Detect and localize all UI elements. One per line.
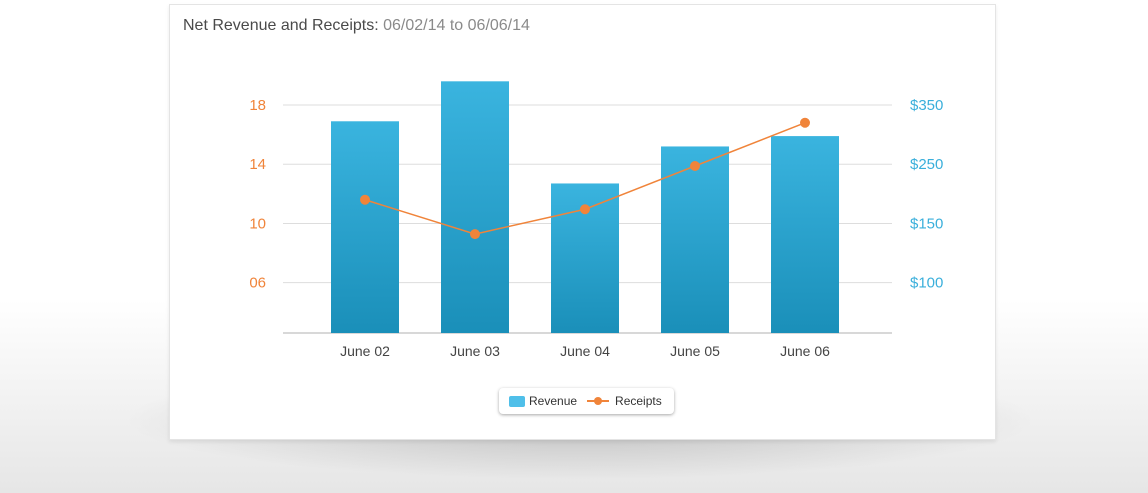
chart-title-date-range: 06/02/14 to 06/06/14 xyxy=(383,17,530,34)
receipts-point xyxy=(690,160,700,171)
left-axis-tick-label: 14 xyxy=(249,156,266,173)
x-axis-tick-label: June 06 xyxy=(780,343,830,359)
right-axis-tick-label: $250 xyxy=(910,156,943,173)
chart-title-main: Net Revenue and Receipts: xyxy=(183,17,379,34)
x-axis-tick-label: June 03 xyxy=(450,343,500,359)
chart-legend: Revenue Receipts xyxy=(499,388,674,414)
receipts-point xyxy=(800,117,810,128)
receipts-point xyxy=(470,229,480,240)
left-axis-tick-label: 06 xyxy=(249,275,266,292)
legend-item-revenue[interactable]: Revenue xyxy=(509,394,577,408)
revenue-bar xyxy=(661,146,729,333)
x-axis-tick-label: June 05 xyxy=(670,343,720,359)
legend-label-receipts: Receipts xyxy=(615,394,662,408)
revenue-bar xyxy=(331,121,399,334)
receipts-point xyxy=(360,194,370,205)
x-axis-tick-label: June 02 xyxy=(340,343,390,359)
chart-card: Net Revenue and Receipts: 06/02/14 to 06… xyxy=(169,4,996,440)
right-axis-tick-label: $350 xyxy=(910,97,943,114)
revenue-bar xyxy=(441,81,509,333)
left-axis-tick-label: 18 xyxy=(249,97,266,114)
receipts-point xyxy=(580,204,590,215)
right-axis-tick-label: $150 xyxy=(910,215,943,232)
legend-label-revenue: Revenue xyxy=(529,394,578,408)
receipts-swatch-icon xyxy=(587,396,610,406)
revenue-swatch-icon xyxy=(509,395,525,407)
right-axis-tick-label: $100 xyxy=(910,275,943,292)
legend-item-receipts[interactable]: Receipts xyxy=(587,394,662,408)
chart-title: Net Revenue and Receipts: 06/02/14 to 06… xyxy=(183,17,530,35)
left-axis-tick-label: 10 xyxy=(249,215,266,232)
revenue-receipts-chart: 06 10 14 18 $100 $150 $250 $350 June 02 June 03 Ju… xyxy=(249,81,943,359)
x-axis-tick-label: June 04 xyxy=(560,343,610,359)
revenue-bar xyxy=(771,136,839,333)
